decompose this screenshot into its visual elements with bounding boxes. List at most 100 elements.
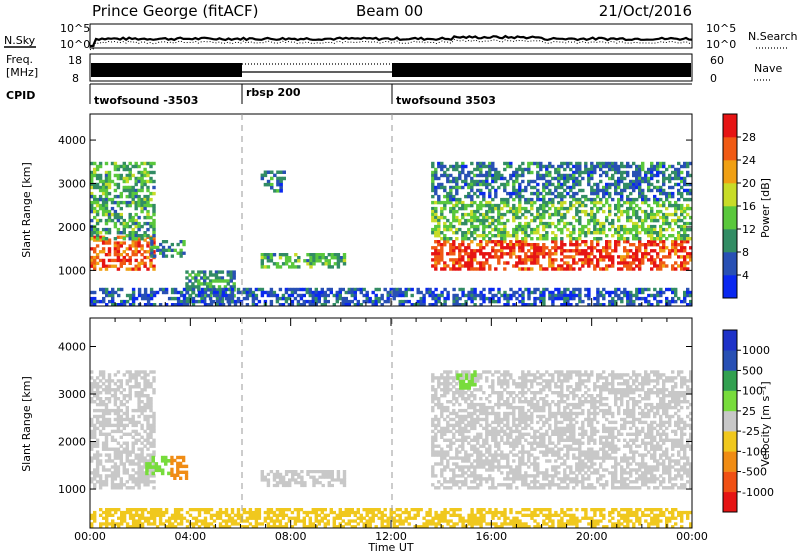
cell	[440, 246, 443, 249]
cell	[527, 267, 530, 270]
cell	[279, 256, 282, 259]
cell	[659, 294, 662, 297]
cell	[686, 252, 689, 255]
cell	[503, 418, 506, 421]
cell	[554, 225, 557, 228]
cell	[605, 216, 608, 219]
cell	[114, 450, 117, 453]
cell	[548, 180, 551, 183]
cell	[96, 439, 99, 442]
cell	[542, 189, 545, 192]
cell	[135, 265, 138, 268]
cell	[270, 186, 274, 190]
cell	[455, 465, 458, 468]
cell	[674, 288, 677, 291]
cell	[623, 177, 626, 180]
cell	[140, 262, 143, 265]
cell	[279, 183, 283, 187]
cell	[434, 261, 437, 264]
cell	[455, 183, 458, 186]
cell	[476, 486, 479, 489]
cell	[342, 288, 345, 291]
cell	[90, 234, 93, 237]
cell	[614, 204, 617, 207]
cell	[105, 228, 108, 231]
cell	[662, 246, 665, 249]
cell	[126, 471, 129, 474]
cell	[530, 397, 533, 400]
cell	[635, 222, 638, 225]
cell	[291, 470, 294, 473]
cell	[491, 219, 494, 222]
cell	[146, 403, 149, 406]
cell	[647, 213, 650, 216]
cell	[629, 294, 632, 297]
cell	[488, 192, 491, 195]
cell	[185, 276, 188, 279]
cell	[137, 468, 140, 471]
cell	[599, 252, 602, 255]
cpid-segment-3: twofsound 3503	[396, 94, 496, 107]
cell	[629, 291, 632, 294]
cell	[473, 403, 476, 406]
cell	[629, 243, 632, 246]
cell	[554, 471, 557, 474]
cell	[641, 252, 644, 255]
cell	[446, 297, 449, 300]
cell	[129, 394, 132, 397]
cell	[578, 228, 581, 231]
cell	[533, 448, 536, 451]
cell	[662, 255, 665, 258]
cell	[536, 162, 539, 165]
nsearch-label: N.Search	[748, 30, 798, 43]
cell	[584, 294, 587, 297]
cell	[605, 255, 608, 258]
cell	[90, 300, 93, 303]
cell	[530, 403, 533, 406]
cell	[105, 433, 108, 436]
cell	[443, 165, 446, 168]
cell	[137, 433, 140, 436]
cell	[482, 370, 485, 373]
cell	[515, 474, 518, 477]
cell	[99, 186, 102, 189]
cell	[120, 436, 123, 439]
cell	[105, 477, 108, 480]
cell	[152, 415, 155, 418]
cell	[446, 201, 449, 204]
cell	[105, 213, 108, 216]
cell	[599, 231, 602, 234]
cell	[545, 403, 548, 406]
cell	[455, 210, 458, 213]
cell	[327, 294, 330, 297]
cell	[683, 264, 686, 267]
cell	[587, 198, 590, 201]
cell	[446, 180, 449, 183]
cell	[524, 424, 527, 427]
cell	[533, 480, 536, 483]
cell	[461, 471, 464, 474]
cell	[192, 300, 195, 303]
cell	[93, 231, 96, 234]
cell	[587, 246, 590, 249]
cell	[617, 219, 620, 222]
cell	[515, 192, 518, 195]
cell	[485, 297, 488, 300]
cell	[126, 409, 129, 412]
cell	[143, 430, 146, 433]
cell	[497, 234, 500, 237]
cell	[411, 294, 414, 297]
cell	[482, 195, 485, 198]
cell	[623, 201, 626, 204]
cell	[476, 459, 479, 462]
cell	[677, 174, 680, 177]
cell	[96, 222, 99, 225]
cell	[108, 216, 111, 219]
cell	[117, 450, 120, 453]
cell	[411, 288, 414, 291]
cell	[557, 195, 560, 198]
cell	[575, 213, 578, 216]
cell	[455, 204, 458, 207]
cell	[527, 456, 530, 459]
cell	[126, 222, 129, 225]
